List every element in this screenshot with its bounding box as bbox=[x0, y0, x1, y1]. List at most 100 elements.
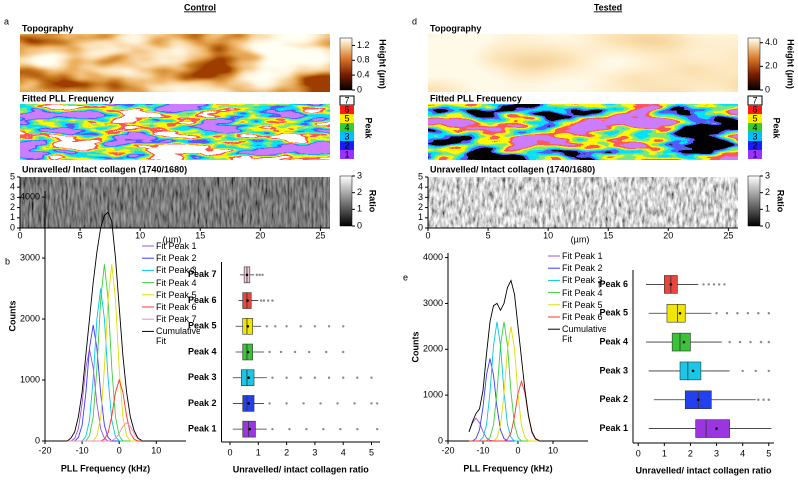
outlier bbox=[370, 402, 373, 405]
x-tick-label: 25 bbox=[315, 230, 325, 240]
outlier bbox=[353, 402, 356, 405]
y-tick-label: 3000 bbox=[423, 298, 443, 308]
box bbox=[671, 332, 691, 352]
colorbar-label: Height (µm) bbox=[378, 39, 388, 89]
outlier bbox=[327, 325, 331, 328]
outlier bbox=[746, 312, 750, 315]
category-label: Peak 7 bbox=[188, 269, 217, 279]
colorbar-level-label: 2 bbox=[752, 140, 757, 150]
legend-entry: Fit Peak 1 bbox=[156, 241, 197, 251]
category-label: Peak 2 bbox=[188, 398, 217, 408]
outlier bbox=[767, 398, 770, 401]
outlier bbox=[267, 299, 270, 302]
colorbar-tick-label: 0 bbox=[357, 220, 362, 230]
x-tick-label: 0 bbox=[425, 230, 430, 240]
y-tick-label: 1 bbox=[418, 212, 423, 222]
outlier bbox=[767, 340, 770, 344]
mean bbox=[678, 311, 682, 315]
x-tick-label: 10 bbox=[135, 230, 145, 240]
colorbar-tick-label: 0 bbox=[765, 84, 770, 94]
x-tick-label: 20 bbox=[663, 230, 673, 240]
outlier bbox=[271, 376, 274, 379]
legend-entry: Fit Peak 2 bbox=[562, 263, 603, 273]
outlier bbox=[288, 427, 291, 431]
y-tick-label: 5 bbox=[418, 171, 423, 181]
y-tick-label: 3 bbox=[10, 192, 15, 202]
box bbox=[695, 419, 730, 438]
panel-label: c bbox=[190, 264, 195, 274]
x-tick-label: 20 bbox=[255, 230, 265, 240]
mean bbox=[248, 427, 252, 431]
topography-map bbox=[428, 34, 738, 92]
legend-label: Cumulative Fit bbox=[562, 324, 606, 345]
legend-label: Fit Peak 5 bbox=[562, 299, 603, 310]
outlier bbox=[707, 283, 710, 286]
panel-label: a bbox=[4, 16, 9, 26]
mean bbox=[247, 376, 250, 380]
box bbox=[666, 304, 686, 323]
outlier bbox=[308, 350, 311, 354]
mean bbox=[246, 299, 249, 302]
colorbar-tick-label: 3 bbox=[357, 170, 362, 180]
colorbar-level bbox=[340, 105, 354, 114]
y-tick-label: 3000 bbox=[20, 252, 40, 262]
colorbar-label: Peak bbox=[364, 117, 374, 139]
panel-label: e bbox=[403, 272, 408, 282]
y-tick-label: 4000 bbox=[423, 252, 443, 262]
colorbar-tick-label: 0.4 bbox=[357, 70, 370, 80]
colorbar-tick-label: 0 bbox=[357, 84, 362, 94]
outlier bbox=[285, 402, 288, 405]
outlier bbox=[754, 369, 757, 373]
y-tick-label: 1000 bbox=[20, 374, 40, 384]
mean bbox=[682, 340, 686, 344]
outlier bbox=[728, 340, 731, 344]
outlier bbox=[271, 299, 274, 302]
series-line bbox=[67, 211, 142, 442]
legend-entry: Fit Peak 6 bbox=[156, 302, 197, 312]
outlier bbox=[741, 369, 744, 373]
y-tick-label: 1000 bbox=[423, 390, 443, 400]
series-line bbox=[67, 422, 142, 442]
category-label: Peak 5 bbox=[599, 308, 628, 318]
x-tick-label: 10 bbox=[543, 230, 553, 240]
x-axis-label: Unravelled/ intact collagen ratio bbox=[233, 464, 370, 474]
ratio-map bbox=[428, 177, 738, 228]
outlier bbox=[738, 340, 742, 344]
panel-label: f bbox=[598, 279, 601, 289]
x-tick-label: 10 bbox=[548, 445, 558, 455]
legend-label: Fit Peak 5 bbox=[156, 289, 197, 300]
colorbar-level-label: 7 bbox=[344, 95, 349, 105]
legend-label: Fit Peak 4 bbox=[156, 277, 197, 288]
colorbar-level bbox=[748, 150, 762, 159]
legend-label: Fit Peak 4 bbox=[562, 287, 603, 298]
y-tick-label: 0 bbox=[35, 435, 40, 445]
colorbar-level-label: 4 bbox=[344, 122, 349, 132]
x-tick-label: 1 bbox=[256, 447, 261, 457]
outlier bbox=[702, 283, 705, 286]
colorbar-label: Ratio bbox=[776, 190, 786, 213]
colorbar bbox=[339, 175, 353, 227]
colorbar-level-label: 6 bbox=[752, 104, 757, 114]
colorbar-level-label: 7 bbox=[752, 95, 757, 105]
series-line bbox=[67, 325, 142, 442]
outlier bbox=[715, 312, 718, 315]
outlier bbox=[261, 273, 264, 277]
colorbar-level bbox=[748, 132, 762, 141]
topography-map bbox=[20, 34, 330, 92]
legend-entry: Fit Peak 3 bbox=[562, 275, 603, 285]
colorbar-level-label: 1 bbox=[752, 149, 757, 159]
colorbar-level-label: 2 bbox=[344, 140, 349, 150]
outlier bbox=[375, 427, 379, 431]
y-tick-label: 4 bbox=[10, 182, 15, 192]
outlier bbox=[262, 299, 266, 302]
y-tick-label: 2000 bbox=[20, 313, 40, 323]
colorbar-level-label: 6 bbox=[344, 104, 349, 114]
colorbar-tick-label: 1.2 bbox=[357, 40, 370, 50]
outlier bbox=[375, 402, 379, 405]
legend-entry: Cumulative Fit bbox=[156, 326, 200, 346]
category-label: Peak 4 bbox=[188, 346, 217, 356]
colorbar-tick-label: 2 bbox=[357, 187, 362, 197]
colorbar-level-label: 3 bbox=[752, 131, 757, 141]
colorbar-level bbox=[340, 114, 354, 123]
